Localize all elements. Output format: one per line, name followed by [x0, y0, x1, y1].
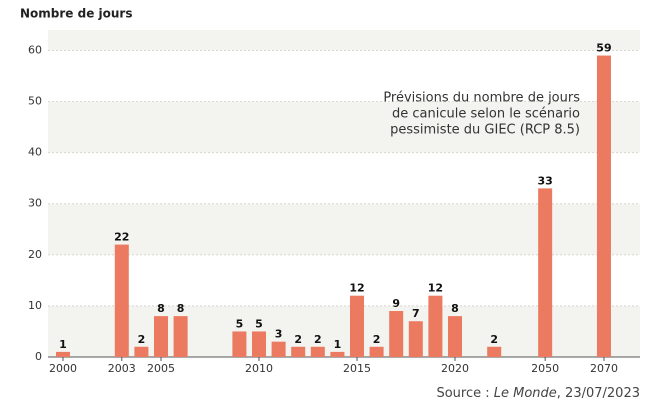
bar — [56, 351, 70, 357]
y-tick-label: 50 — [28, 95, 42, 108]
value-label: 3 — [275, 328, 283, 341]
value-label: 22 — [114, 231, 129, 244]
grid-band — [48, 101, 640, 153]
annotation: de canicule selon le scénario — [392, 107, 580, 122]
bar — [350, 295, 364, 357]
source: Source : Le Monde, 23/07/2023 — [436, 386, 640, 401]
bar — [487, 346, 502, 357]
bar — [389, 311, 404, 357]
bar — [232, 331, 247, 357]
value-label: 2 — [294, 333, 302, 346]
value-label: 5 — [255, 317, 263, 330]
x-tick-label: 2070 — [590, 362, 618, 375]
source-publication: Le Monde — [494, 386, 557, 401]
bar — [271, 341, 286, 357]
source-prefix: Source : — [436, 386, 493, 401]
source-date: , 23/07/2023 — [557, 386, 640, 401]
value-label: 1 — [59, 338, 67, 351]
x-tick-label: 2015 — [343, 362, 371, 375]
bar — [134, 346, 149, 357]
bar — [428, 295, 443, 357]
value-label: 8 — [451, 302, 459, 315]
bar — [408, 321, 423, 357]
x-tick-label: 2050 — [531, 362, 559, 375]
grid-band — [48, 30, 640, 51]
annotation: Prévisions du nombre de jours — [383, 91, 580, 106]
x-tick-label: 2003 — [108, 362, 136, 375]
value-label: 8 — [157, 302, 165, 315]
value-label: 1 — [334, 338, 342, 351]
bar — [114, 244, 129, 357]
x-tick-label: 2020 — [441, 362, 469, 375]
value-label: 2 — [373, 333, 381, 346]
y-tick-label: 10 — [28, 299, 42, 312]
y-tick-label: 30 — [28, 197, 42, 210]
bar — [310, 346, 325, 357]
value-label: 12 — [428, 282, 443, 295]
y-tick-label: 40 — [28, 146, 42, 159]
bar — [448, 316, 462, 357]
value-label: 2 — [138, 333, 146, 346]
value-label: 7 — [412, 307, 420, 320]
y-axis-title: Nombre de jours — [20, 7, 132, 21]
value-label: 2 — [314, 333, 322, 346]
bar — [330, 351, 345, 357]
value-label: 8 — [177, 302, 185, 315]
bar — [154, 316, 168, 357]
bar — [538, 188, 553, 357]
y-tick-label: 0 — [35, 350, 42, 363]
annotation: pessimiste du GIEC (RCP 8.5) — [390, 123, 580, 138]
value-label: 59 — [596, 42, 611, 55]
bar — [173, 316, 188, 357]
x-tick-label: 2005 — [147, 362, 175, 375]
x-tick-label: 2010 — [245, 362, 273, 375]
value-label: 2 — [490, 333, 498, 346]
x-tick-label: 2000 — [49, 362, 77, 375]
value-label: 33 — [538, 174, 553, 187]
bar — [291, 346, 306, 357]
bar — [596, 55, 611, 357]
y-tick-label: 60 — [28, 43, 42, 56]
y-tick-label: 20 — [28, 248, 42, 261]
value-label: 5 — [236, 317, 244, 330]
bar — [252, 331, 266, 357]
bar — [369, 346, 384, 357]
value-label: 12 — [349, 282, 364, 295]
value-label: 9 — [392, 297, 400, 310]
